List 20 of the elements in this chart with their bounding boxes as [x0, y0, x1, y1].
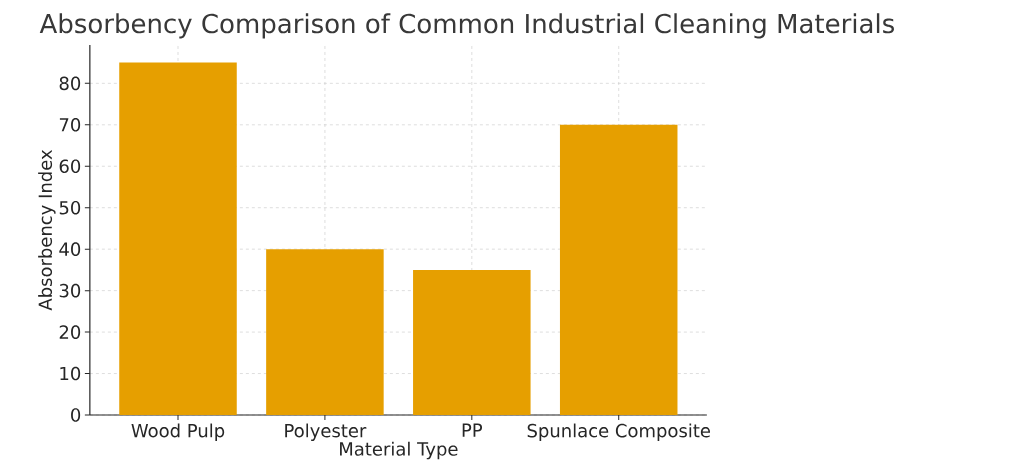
- y-tick-label: 20: [59, 325, 81, 339]
- x-tick-label: Spunlace Composite: [527, 423, 710, 441]
- y-tick-label: 60: [59, 159, 81, 174]
- x-axis-title: Material Type: [340, 441, 458, 460]
- bar: [119, 62, 237, 415]
- y-tick-label: 0: [71, 408, 81, 422]
- y-tick-label: 40: [59, 242, 81, 256]
- y-tick-label: 50: [59, 200, 81, 215]
- y-tick-label: 70: [59, 117, 81, 132]
- x-tick-label: Polyester: [285, 423, 367, 441]
- bar: [559, 124, 678, 415]
- y-tick-label: 80: [59, 76, 81, 91]
- bar: [413, 269, 531, 415]
- y-tick-label: 30: [59, 283, 81, 298]
- x-tick-label: Wood Pulp: [131, 423, 225, 441]
- x-tick-label: PP: [462, 423, 483, 437]
- y-tick-label: 10: [60, 366, 81, 381]
- y-axis-title: Absorbency Index: [38, 149, 56, 311]
- chart-title: Absorbency Comparison of Common Industrial Cleaning Materials: [39, 13, 894, 39]
- bar: [266, 249, 384, 415]
